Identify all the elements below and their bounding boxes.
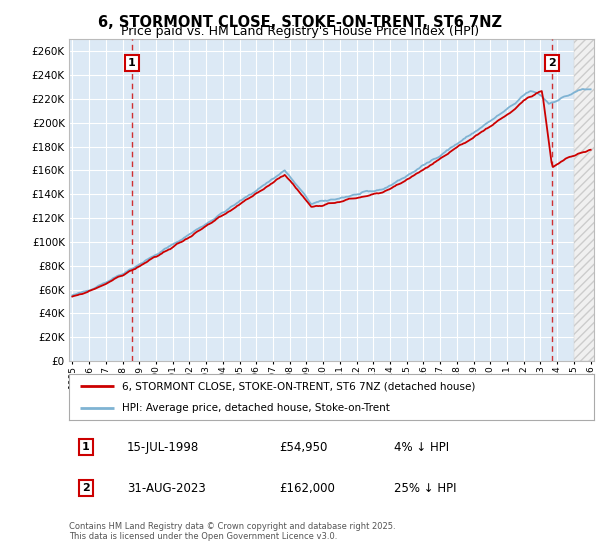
Text: Contains HM Land Registry data © Crown copyright and database right 2025.
This d: Contains HM Land Registry data © Crown c… (69, 522, 395, 542)
Text: £162,000: £162,000 (279, 482, 335, 494)
Text: 25% ↓ HPI: 25% ↓ HPI (395, 482, 457, 494)
Text: 31-AUG-2023: 31-AUG-2023 (127, 482, 205, 494)
Text: 6, STORMONT CLOSE, STOKE-ON-TRENT, ST6 7NZ: 6, STORMONT CLOSE, STOKE-ON-TRENT, ST6 7… (98, 15, 502, 30)
Text: 15-JUL-1998: 15-JUL-1998 (127, 441, 199, 454)
Text: Price paid vs. HM Land Registry's House Price Index (HPI): Price paid vs. HM Land Registry's House … (121, 25, 479, 38)
Text: 1: 1 (128, 58, 136, 68)
Text: HPI: Average price, detached house, Stoke-on-Trent: HPI: Average price, detached house, Stok… (121, 403, 389, 413)
Bar (574, 39, 599, 361)
Text: 2: 2 (548, 58, 556, 68)
Text: 4% ↓ HPI: 4% ↓ HPI (395, 441, 449, 454)
Text: 2: 2 (82, 483, 90, 493)
Text: 6, STORMONT CLOSE, STOKE-ON-TRENT, ST6 7NZ (detached house): 6, STORMONT CLOSE, STOKE-ON-TRENT, ST6 7… (121, 381, 475, 391)
Text: 1: 1 (82, 442, 90, 452)
Text: £54,950: £54,950 (279, 441, 328, 454)
